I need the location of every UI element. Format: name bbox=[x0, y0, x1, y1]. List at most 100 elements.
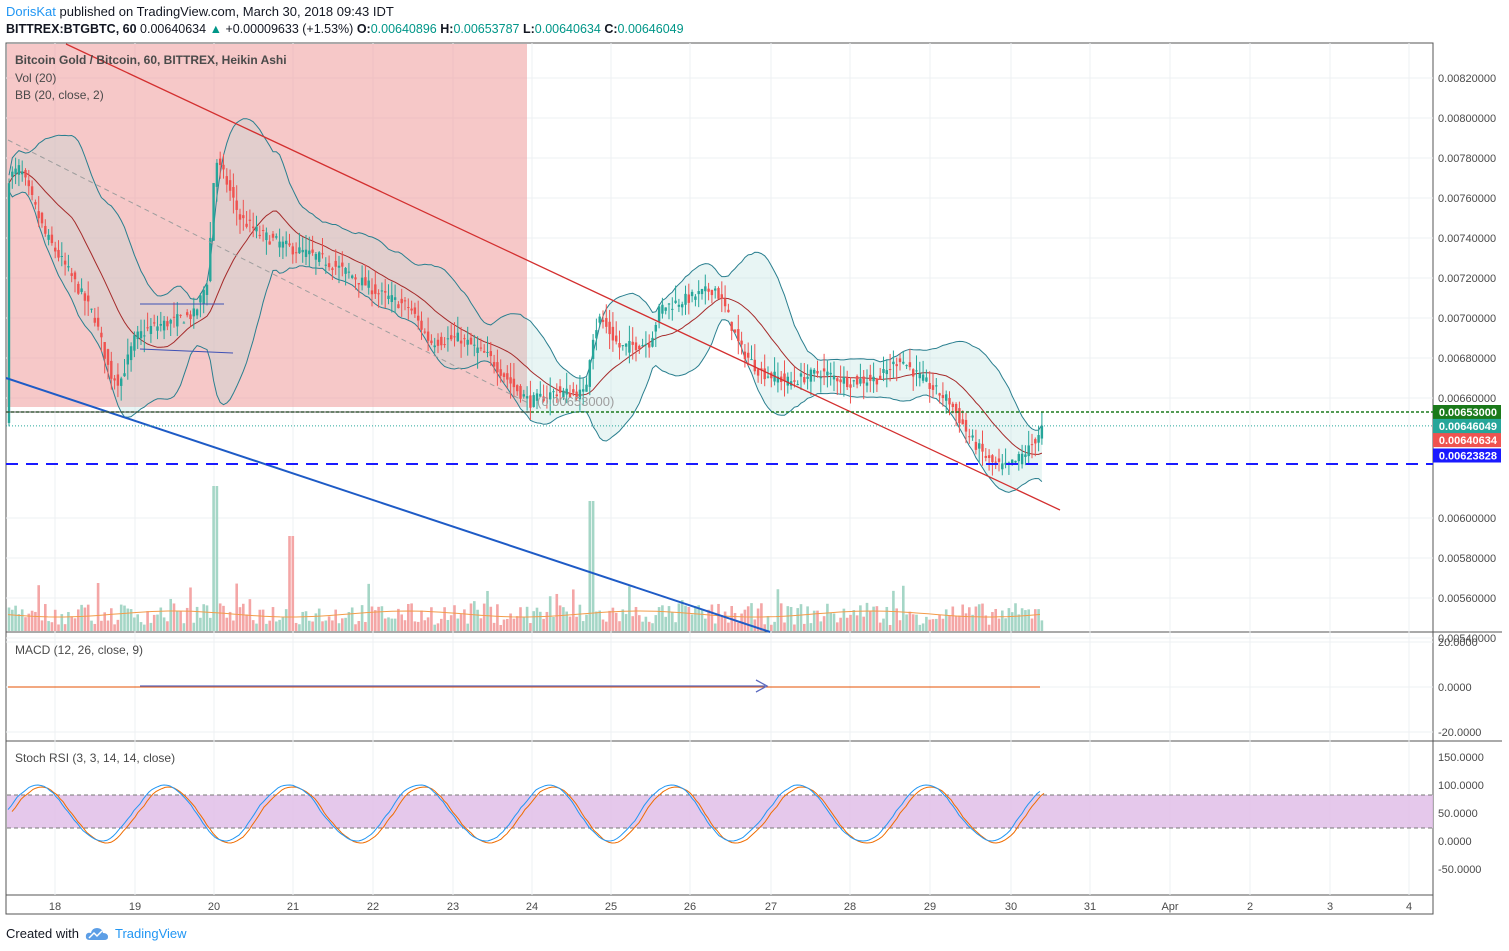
volume-bar bbox=[532, 611, 535, 631]
volume-bar bbox=[1014, 603, 1017, 631]
candle-body bbox=[63, 260, 67, 265]
candle-body bbox=[103, 342, 106, 359]
candle-body bbox=[222, 164, 225, 170]
volume-bar bbox=[509, 613, 512, 631]
volume-bar bbox=[44, 604, 47, 631]
candle-body bbox=[209, 237, 212, 282]
volume-bar bbox=[776, 589, 780, 631]
candle-body bbox=[110, 360, 113, 379]
macd-legend: MACD (12, 26, close, 9) bbox=[15, 643, 143, 657]
volume-bar bbox=[987, 624, 991, 631]
candle-body bbox=[519, 385, 522, 399]
volume-bar bbox=[971, 614, 974, 631]
candle-body bbox=[450, 335, 453, 340]
stoch-tick-label: 0.0000 bbox=[1438, 836, 1472, 848]
volume-bar bbox=[836, 622, 839, 631]
volume-bar bbox=[271, 607, 275, 631]
candle-body bbox=[921, 374, 925, 381]
candle-body bbox=[219, 158, 222, 166]
volume-bar bbox=[60, 614, 64, 631]
time-tick-label: 3 bbox=[1327, 901, 1333, 913]
candle-body bbox=[83, 293, 87, 301]
volume-bar bbox=[506, 618, 509, 631]
candle-body bbox=[469, 337, 473, 345]
volume-bar bbox=[496, 604, 499, 631]
candle-body bbox=[809, 369, 813, 382]
tradingview-link[interactable]: TradingView bbox=[114, 926, 187, 941]
candle-body bbox=[747, 352, 750, 358]
candle-body bbox=[21, 171, 24, 175]
volume-bar bbox=[935, 618, 938, 631]
volume-bar bbox=[324, 620, 328, 631]
author-link[interactable]: DorisKat bbox=[6, 4, 56, 19]
candle-body bbox=[842, 377, 846, 384]
volume-bar bbox=[1001, 610, 1004, 631]
candle-body bbox=[304, 249, 308, 257]
candle-body bbox=[1037, 435, 1040, 443]
volume-bar bbox=[700, 609, 704, 631]
candle-body bbox=[786, 376, 789, 386]
volume-bar bbox=[575, 616, 578, 631]
volume-bar bbox=[390, 618, 394, 631]
low-label: L: bbox=[522, 22, 535, 36]
candle-body bbox=[1014, 460, 1017, 463]
volume-bar bbox=[753, 619, 757, 631]
candle-body bbox=[189, 314, 192, 320]
candle-body bbox=[291, 246, 294, 255]
candle-body bbox=[971, 435, 974, 438]
candle-body bbox=[753, 359, 756, 372]
candle-body bbox=[582, 389, 585, 392]
volume-bar bbox=[331, 620, 334, 631]
candle-body bbox=[516, 385, 519, 392]
candle-body bbox=[981, 443, 984, 452]
volume-bar bbox=[327, 616, 331, 631]
main-legend: Bitcoin Gold / Bitcoin, 60, BITTREX, Hei… bbox=[15, 53, 287, 67]
candle-body bbox=[991, 455, 994, 463]
candle-body bbox=[839, 379, 842, 383]
candle-body bbox=[466, 339, 469, 345]
volume-bar bbox=[994, 608, 997, 631]
volume-bar bbox=[558, 605, 562, 631]
candle-body bbox=[783, 373, 786, 382]
volume-bar bbox=[169, 598, 172, 631]
volume-bar bbox=[605, 621, 608, 631]
candle-body bbox=[681, 304, 684, 308]
candle-body bbox=[674, 300, 677, 303]
volume-bar bbox=[793, 624, 796, 631]
volume-bar bbox=[687, 606, 691, 631]
candle-body bbox=[512, 378, 516, 388]
volume-bar bbox=[67, 612, 70, 631]
time-tick-label: 20 bbox=[208, 901, 220, 913]
volume-bar bbox=[1007, 608, 1011, 631]
candle-body bbox=[265, 232, 268, 241]
candle-body bbox=[687, 294, 690, 303]
volume-bar bbox=[677, 603, 681, 631]
volume-bar bbox=[34, 611, 37, 631]
candle-body bbox=[875, 378, 879, 385]
volume-bar bbox=[37, 585, 40, 631]
candle-body bbox=[552, 391, 555, 393]
volume-bar bbox=[667, 606, 671, 631]
macd-arrow-head bbox=[755, 679, 769, 693]
volume-bar bbox=[964, 613, 968, 631]
candle-body bbox=[261, 229, 265, 231]
price-tick-label: 0.00600000 bbox=[1438, 513, 1496, 525]
candle-body bbox=[601, 319, 605, 322]
candle-body bbox=[879, 375, 882, 380]
volume-bar bbox=[882, 618, 885, 631]
volume-bar bbox=[961, 604, 964, 631]
volume-bar bbox=[733, 612, 737, 631]
volume-bar bbox=[334, 609, 337, 631]
volume-bar bbox=[17, 614, 21, 631]
volume-bar bbox=[951, 606, 955, 631]
symbol-info: BITTREX:BTGBTC, 60 0.00640634 ▲ +0.00009… bbox=[6, 22, 684, 36]
candle-body bbox=[344, 268, 347, 274]
symbol-name[interactable]: BITTREX:BTGBTC, 60 bbox=[6, 22, 137, 36]
candle-body bbox=[347, 271, 351, 273]
volume-bar bbox=[869, 611, 872, 631]
candle-body bbox=[387, 295, 390, 300]
volume-bar bbox=[360, 605, 364, 631]
price-tag-label: 0.00646049 bbox=[1439, 421, 1497, 433]
volume-bar bbox=[671, 612, 674, 631]
